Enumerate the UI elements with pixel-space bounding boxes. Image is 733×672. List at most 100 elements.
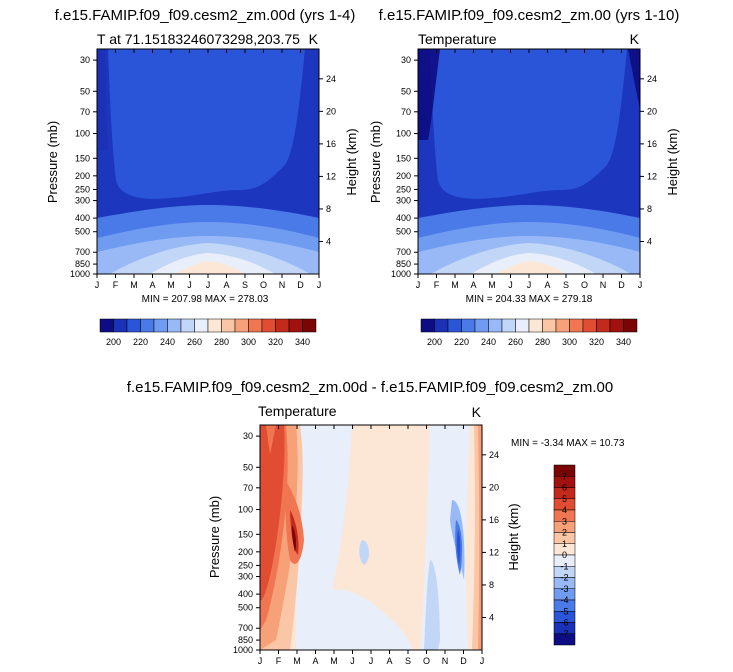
month-tick-label: F xyxy=(276,656,282,666)
month-tick-label: J xyxy=(317,280,322,290)
month-tick-label: J xyxy=(350,656,355,666)
panel-1: f.e15.FAMIP.f09_f09.cesm2_zm.00d (yrs 1-… xyxy=(45,7,359,347)
panel-3-subtitle: Temperature xyxy=(258,403,337,419)
pressure-tick-label: 30 xyxy=(401,55,411,65)
panel-3: f.e15.FAMIP.f09_f09.cesm2_zm.00d - f.e15… xyxy=(127,379,625,666)
month-tick-label: A xyxy=(312,656,318,666)
panel-1-colorbar: 200 220 240 260 280 300 320 340 xyxy=(99,318,317,347)
colorbar-swatch xyxy=(302,318,317,333)
pressure-tick-label: 100 xyxy=(396,129,411,139)
colorbar-swatch xyxy=(194,318,209,333)
colorbar-label: -7 xyxy=(560,629,568,639)
panel-2: f.e15.FAMIP.f09_f09.cesm2_zm.00 (yrs 1-1… xyxy=(368,7,680,347)
month-tick-label: M xyxy=(293,656,301,666)
height-tick-label: 8 xyxy=(647,204,652,214)
colorbar-label: -6 xyxy=(560,618,568,628)
colorbar-swatch xyxy=(488,318,503,333)
colorbar-swatch xyxy=(474,318,489,333)
month-tick-label: J xyxy=(480,656,485,666)
colorbar-label: 340 xyxy=(616,337,631,347)
colorbar-swatch xyxy=(275,318,290,333)
month-tick-label: O xyxy=(423,656,430,666)
height-tick-label: 12 xyxy=(489,547,499,557)
month-tick-label: M xyxy=(330,656,338,666)
colorbar-label: 7 xyxy=(562,471,567,481)
colorbar-swatch xyxy=(609,318,624,333)
pressure-tick-label: 300 xyxy=(75,196,90,206)
pressure-tick-label: 70 xyxy=(243,483,253,493)
colorbar-swatch xyxy=(180,318,195,333)
colorbar-swatch xyxy=(623,318,638,333)
height-tick-label: 16 xyxy=(489,515,499,525)
height-tick-label: 8 xyxy=(489,580,494,590)
colorbar-label: 260 xyxy=(508,337,523,347)
panel-3-ylabel-right: Height (km) xyxy=(506,503,521,570)
panel-2-colorbar: 200 220 240 260 280 300 320 340 xyxy=(420,318,638,347)
height-tick-label: 12 xyxy=(647,171,657,181)
height-tick-label: 24 xyxy=(326,74,336,84)
panel-3-units: K xyxy=(472,404,482,420)
colorbar-swatch xyxy=(113,318,128,333)
height-tick-label: 8 xyxy=(326,204,331,214)
pressure-tick-label: 70 xyxy=(80,107,90,117)
month-tick-label: J xyxy=(638,280,643,290)
panel-1-ylabel-right: Height (km) xyxy=(344,128,359,195)
pressure-tick-label: 500 xyxy=(238,603,253,613)
pressure-tick-label: 50 xyxy=(401,86,411,96)
colorbar-swatch xyxy=(248,318,263,333)
colorbar-label: 340 xyxy=(295,337,310,347)
pressure-tick-label: 150 xyxy=(396,153,411,163)
panel-2-ylabel: Pressure (mb) xyxy=(368,121,383,203)
colorbar-label: 5 xyxy=(562,494,567,504)
height-tick-label: 16 xyxy=(647,139,657,149)
month-tick-label: D xyxy=(460,656,467,666)
colorbar-label: 300 xyxy=(241,337,256,347)
colorbar-label: 200 xyxy=(106,337,121,347)
pressure-tick-label: 400 xyxy=(238,589,253,599)
month-tick-label: A xyxy=(149,280,155,290)
pressure-tick-label: 70 xyxy=(401,107,411,117)
colorbar-label: 300 xyxy=(562,337,577,347)
pressure-tick-label: 1000 xyxy=(70,269,90,279)
month-tick-label: N xyxy=(279,280,286,290)
colorbar-label: 6 xyxy=(562,483,567,493)
panel-3-title: f.e15.FAMIP.f09_f09.cesm2_zm.00d - f.e15… xyxy=(127,379,613,396)
panel-2-subtitle: Temperature xyxy=(418,31,497,47)
panel-3-ylabel: Pressure (mb) xyxy=(207,496,222,578)
colorbar-swatch xyxy=(153,318,168,333)
pressure-tick-label: 250 xyxy=(238,560,253,570)
pressure-tick-label: 400 xyxy=(75,213,90,223)
colorbar-label: 280 xyxy=(214,337,229,347)
pressure-tick-label: 100 xyxy=(238,505,253,515)
colorbar-label: 2 xyxy=(562,528,567,538)
colorbar-swatch xyxy=(553,633,576,646)
colorbar-swatch xyxy=(420,318,435,333)
colorbar-swatch xyxy=(288,318,303,333)
colorbar-swatch xyxy=(261,318,276,333)
colorbar-swatch xyxy=(542,318,557,333)
pressure-tick-label: 150 xyxy=(238,529,253,539)
pressure-tick-label: 300 xyxy=(238,572,253,582)
month-tick-label: D xyxy=(618,280,625,290)
colorbar-label: 220 xyxy=(133,337,148,347)
colorbar-label: 3 xyxy=(562,516,567,526)
panel-1-ylabel: Pressure (mb) xyxy=(45,121,60,203)
colorbar-swatch xyxy=(461,318,476,333)
panel-2-ylabel-right: Height (km) xyxy=(665,128,680,195)
pressure-tick-label: 700 xyxy=(238,623,253,633)
colorbar-label: 0 xyxy=(562,550,567,560)
colorbar-label: -1 xyxy=(560,561,568,571)
pressure-tick-label: 850 xyxy=(396,259,411,269)
month-tick-label: J xyxy=(527,280,532,290)
month-tick-label: A xyxy=(544,280,550,290)
panel-2-minmax: MIN = 204.33 MAX = 279.18 xyxy=(466,294,593,305)
month-tick-label: N xyxy=(600,280,607,290)
height-tick-label: 20 xyxy=(326,106,336,116)
pressure-tick-label: 250 xyxy=(396,184,411,194)
colorbar-swatch xyxy=(447,318,462,333)
height-tick-label: 16 xyxy=(326,139,336,149)
panel-3-field xyxy=(260,425,482,650)
